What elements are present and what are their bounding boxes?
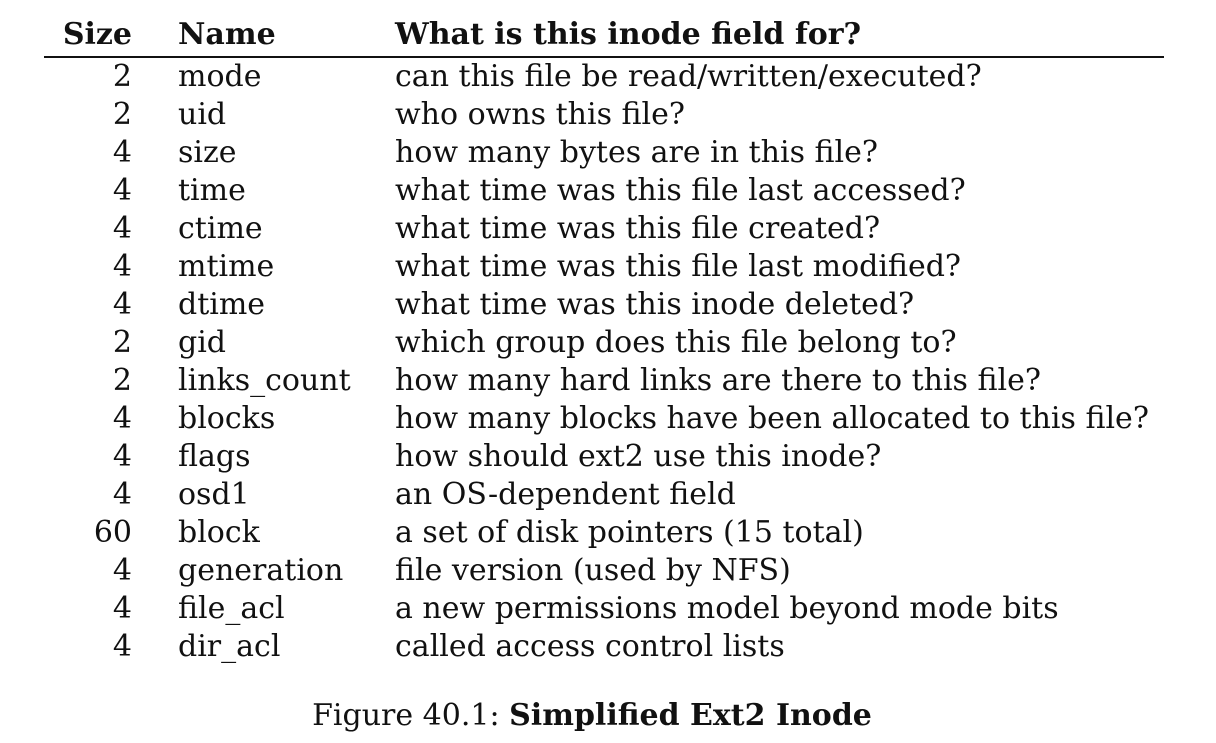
field-purpose: what time was this file last modified? (395, 249, 961, 284)
field-purpose: how many hard links are there to this fi… (395, 363, 1041, 398)
field-purpose: what time was this file last accessed? (395, 173, 966, 208)
field-name: osd1 (178, 477, 250, 512)
column-spacer (132, 514, 178, 552)
field-size: 4 (112, 135, 132, 170)
field-name: uid (178, 97, 227, 132)
figure-caption: Figure 40.1: Simplified Ext2 Inode (0, 696, 1184, 736)
field-purpose: which group does this file belong to? (395, 325, 957, 360)
field-name: links_count (178, 363, 351, 398)
field-purpose: how many bytes are in this file? (395, 135, 878, 170)
table-row: 4 file_acl a new permissions model beyond … (44, 590, 1164, 628)
table-row: 60 block a set of disk pointers (15 total) (44, 514, 1164, 552)
table-row: 4 time what time was this file last access… (44, 172, 1164, 210)
field-size: 2 (112, 97, 132, 132)
field-name: dir_acl (178, 629, 281, 664)
field-size: 4 (112, 211, 132, 246)
table-row: 2 mode can this file be read/written/execu… (44, 57, 1164, 96)
field-size: 2 (112, 59, 132, 94)
field-purpose: how should ext2 use this inode? (395, 439, 882, 474)
field-name: blocks (178, 401, 276, 436)
field-purpose: how many blocks have been allocated to t… (395, 401, 1149, 436)
column-spacer (132, 96, 178, 134)
table-row: 2 links_count how many hard links are ther… (44, 362, 1164, 400)
field-purpose: what time was this inode deleted? (395, 287, 915, 322)
field-purpose: an OS-dependent field (395, 477, 736, 512)
field-size: 4 (112, 439, 132, 474)
column-spacer (132, 248, 178, 286)
field-name: size (178, 135, 237, 170)
header-spacer (132, 14, 178, 58)
field-name: mtime (178, 249, 275, 284)
field-size: 4 (112, 173, 132, 208)
table-row: 4 flags how should ext2 use this inode? (44, 438, 1164, 476)
header-row: Size Name What is this inode field for? (44, 14, 1164, 58)
field-size: 4 (112, 553, 132, 588)
column-spacer (132, 172, 178, 210)
column-spacer (132, 552, 178, 590)
table-row: 4 mtime what time was this file last modif… (44, 248, 1164, 286)
field-name: mode (178, 59, 262, 94)
header-name: Name (178, 14, 395, 58)
table-body: 2 mode can this file be read/written/execu… (44, 57, 1164, 666)
column-spacer (132, 134, 178, 172)
column-spacer (132, 628, 178, 666)
field-name: ctime (178, 211, 263, 246)
column-spacer (132, 362, 178, 400)
table-row: 4 ctime what time was this file created? (44, 210, 1164, 248)
column-spacer (132, 400, 178, 438)
header-size: Size (44, 14, 132, 58)
column-spacer (132, 286, 178, 324)
field-size: 4 (112, 249, 132, 284)
field-size: 60 (93, 515, 132, 550)
inode-table-container: Size Name What is this inode field for? … (44, 14, 1164, 666)
field-purpose: who owns this file? (395, 97, 685, 132)
column-spacer (132, 438, 178, 476)
table-row: 4 osd1 an OS-dependent field (44, 476, 1164, 514)
field-name: generation (178, 553, 344, 588)
column-spacer (132, 590, 178, 628)
column-spacer (132, 324, 178, 362)
field-purpose: a new permissions model beyond mode bits (395, 591, 1059, 626)
field-size: 4 (112, 591, 132, 626)
field-size: 2 (112, 325, 132, 360)
inode-fields-table: Size Name What is this inode field for? … (44, 14, 1164, 666)
field-size: 4 (112, 629, 132, 664)
field-name: block (178, 515, 260, 550)
header-purpose: What is this inode field for? (395, 14, 1164, 58)
table-row: 4 dir_acl called access control lists (44, 628, 1164, 666)
table-row: 4 generation file version (used by NFS) (44, 552, 1164, 590)
field-name: file_acl (178, 591, 285, 626)
field-name: time (178, 173, 246, 208)
field-size: 2 (112, 363, 132, 398)
field-purpose: a set of disk pointers (15 total) (395, 515, 864, 550)
field-name: flags (178, 439, 251, 474)
column-spacer (132, 210, 178, 248)
table-row: 4 blocks how many blocks have been allocat… (44, 400, 1164, 438)
field-size: 4 (112, 287, 132, 322)
caption-title: Simplified Ext2 Inode (509, 698, 872, 733)
field-name: dtime (178, 287, 266, 322)
field-purpose: can this file be read/written/executed? (395, 59, 982, 94)
column-spacer (132, 476, 178, 514)
field-purpose: file version (used by NFS) (395, 553, 791, 588)
caption-label: Figure 40.1: (312, 698, 500, 733)
table-row: 4 dtime what time was this inode deleted? (44, 286, 1164, 324)
table-row: 2 uid who owns this file? (44, 96, 1164, 134)
field-purpose: what time was this file created? (395, 211, 881, 246)
field-purpose: called access control lists (395, 629, 785, 664)
field-name: gid (178, 325, 227, 360)
table-header: Size Name What is this inode field for? (44, 14, 1164, 58)
table-row: 4 size how many bytes are in this file? (44, 134, 1164, 172)
column-spacer (132, 57, 178, 96)
field-size: 4 (112, 401, 132, 436)
field-size: 4 (112, 477, 132, 512)
table-row: 2 gid which group does this file belong to… (44, 324, 1164, 362)
